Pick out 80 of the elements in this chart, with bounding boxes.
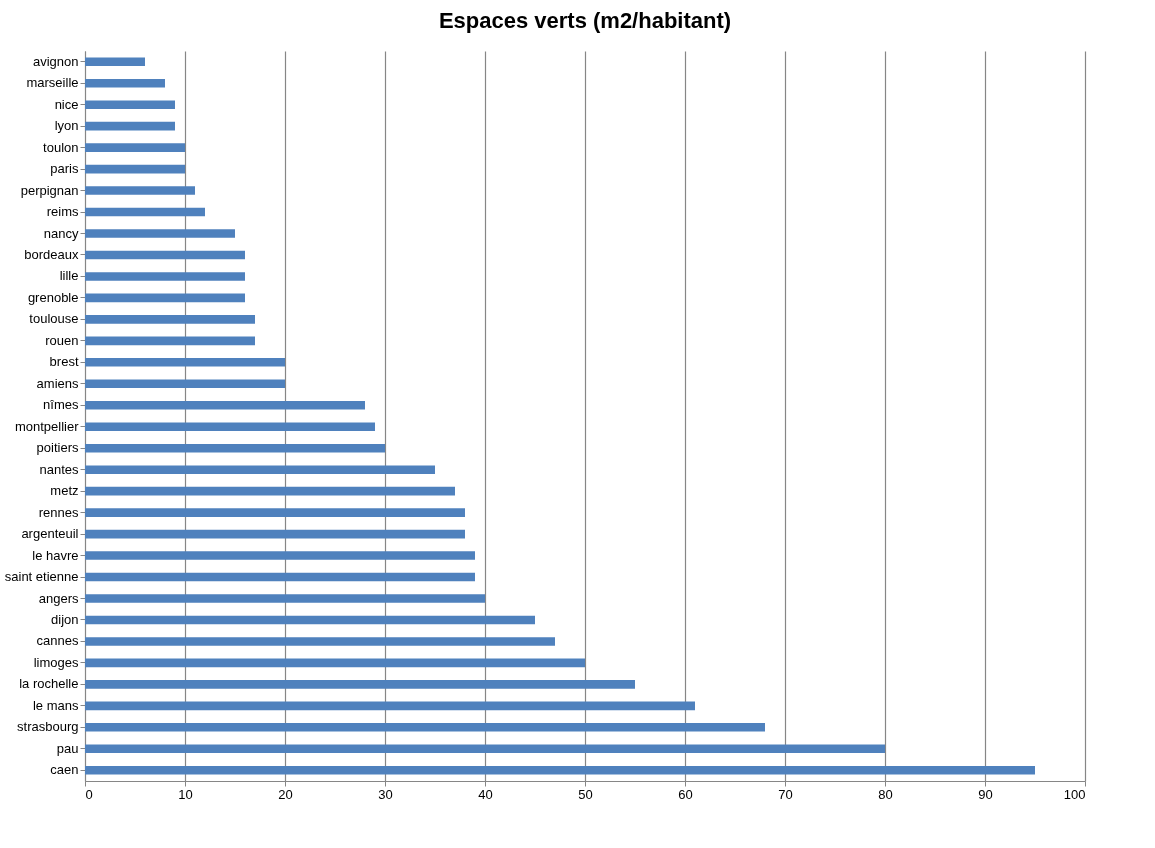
y-tick-label: marseille (26, 75, 79, 91)
bar (85, 658, 585, 668)
bar (85, 572, 475, 582)
y-tick-label: strasbourg (17, 719, 79, 735)
x-tick-label: 60 (678, 786, 693, 802)
y-tick-label: toulon (43, 139, 79, 155)
y-tick-label: montpellier (14, 418, 80, 434)
bar (85, 293, 245, 303)
y-tick-label: perpignan (20, 182, 79, 198)
y-tick-label: rennes (38, 504, 79, 520)
y-tick-label: lille (59, 268, 79, 284)
bar (85, 765, 1035, 775)
bar (85, 486, 455, 496)
y-tick-label: avignon (32, 53, 79, 69)
y-tick-label: le mans (32, 697, 79, 713)
bar (85, 400, 365, 410)
y-tick-label: lyon (54, 118, 79, 134)
bar (85, 57, 145, 67)
y-tick-label: paris (50, 161, 79, 177)
x-tick-label: 10 (178, 786, 193, 802)
bar (85, 529, 465, 539)
y-tick-label: argenteuil (21, 526, 79, 542)
bar (85, 615, 535, 625)
bar (85, 250, 245, 260)
y-tick-label: reims (46, 204, 79, 220)
y-tick-label: la rochelle (19, 676, 79, 692)
bar (85, 422, 375, 432)
bar (85, 379, 285, 389)
bar (85, 121, 175, 131)
bar (85, 207, 205, 217)
x-tick-label: 70 (778, 786, 793, 802)
bar (85, 336, 255, 346)
bar (85, 465, 435, 474)
x-tick-label: 90 (978, 786, 993, 802)
x-tick-label: 0 (85, 786, 93, 802)
y-tick-label: cannes (36, 633, 79, 649)
y-tick-label: le havre (32, 547, 79, 563)
bar (85, 186, 195, 195)
bar (85, 443, 385, 453)
bar (85, 229, 235, 238)
y-tick-label: grenoble (27, 289, 79, 305)
y-tick-label: toulouse (29, 311, 79, 327)
y-tick-label: pau (56, 740, 79, 756)
y-tick-label: dijon (51, 611, 79, 627)
bar (85, 701, 695, 711)
y-tick-label: nice (54, 96, 79, 112)
bar (85, 358, 285, 367)
chart-title: Espaces verts (m2/habitant) (438, 8, 732, 33)
x-tick-label: 100 (1063, 786, 1086, 802)
bar (85, 594, 485, 603)
x-tick-label: 50 (578, 786, 593, 802)
bar (85, 723, 765, 732)
y-tick-label: brest (49, 354, 79, 370)
y-tick-label: nancy (43, 225, 79, 241)
bar (85, 78, 165, 88)
bar (85, 637, 555, 646)
y-tick-label: nantes (39, 461, 79, 477)
y-tick-label: bordeaux (24, 246, 79, 262)
x-tick-label: 40 (478, 786, 493, 802)
y-tick-label: amiens (36, 375, 79, 391)
bar (85, 143, 185, 152)
y-tick-label: rouen (45, 332, 79, 348)
bar (85, 508, 465, 517)
bar (85, 551, 475, 560)
y-tick-label: caen (50, 762, 79, 778)
y-tick-label: metz (50, 483, 79, 499)
y-tick-label: nîmes (43, 397, 79, 413)
x-tick-label: 30 (378, 786, 393, 802)
bar (85, 680, 635, 689)
bar (85, 164, 185, 174)
x-tick-label: 20 (278, 786, 293, 802)
bar (85, 744, 885, 754)
y-tick-label: limoges (33, 654, 79, 670)
x-tick-label: 80 (878, 786, 893, 802)
bar (85, 272, 245, 281)
bar (85, 315, 255, 324)
y-tick-label: poitiers (36, 440, 79, 456)
y-tick-label: angers (38, 590, 79, 606)
bar (85, 100, 175, 109)
y-tick-label: saint etienne (4, 569, 79, 585)
